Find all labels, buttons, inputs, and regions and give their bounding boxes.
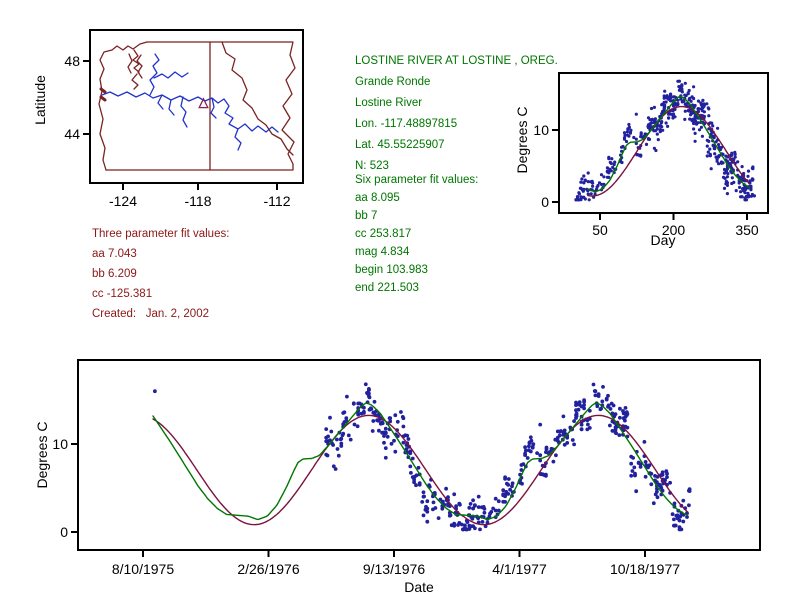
map-state-borders bbox=[98, 41, 296, 171]
river-line bbox=[223, 98, 279, 133]
date-plot-y-ticks: 0 10 bbox=[52, 436, 78, 540]
state-border-line bbox=[221, 41, 294, 156]
six-fit-cc: cc 253.817 bbox=[355, 228, 412, 240]
state-border-line bbox=[127, 53, 133, 74]
coastal-harbor-mark bbox=[99, 87, 107, 94]
river-line bbox=[149, 53, 160, 96]
date-tick-label: 8/10/1975 bbox=[112, 561, 174, 577]
three-parameter-fit-curve bbox=[587, 105, 751, 197]
date-plot: 8/10/1975 2/26/1976 9/13/1976 4/1/1977 10/18… bbox=[34, 359, 761, 595]
day-tick-label: 350 bbox=[735, 222, 759, 238]
three-fit-aa: aa 7.043 bbox=[92, 248, 137, 260]
station-basin: Grande Ronde bbox=[355, 76, 431, 88]
degc-tick-label: 10 bbox=[52, 436, 68, 452]
day-plot-fit-curves bbox=[587, 95, 751, 197]
station-longitude: Lon. -117.48897815 bbox=[355, 118, 458, 130]
created-date: Created: Jan. 2, 2002 bbox=[92, 308, 209, 320]
river-line bbox=[153, 71, 189, 79]
station-title: LOSTINE RIVER AT LOSTINE , OREG. bbox=[355, 55, 558, 67]
three-fit-bb: bb 6.209 bbox=[92, 268, 137, 280]
coastal-harbor-mark bbox=[99, 95, 107, 102]
state-border-line bbox=[132, 49, 140, 73]
map-longitude-ticks: -124 -118 -112 bbox=[109, 183, 291, 209]
state-border-line bbox=[131, 73, 139, 90]
date-plot-fit-curves bbox=[152, 402, 689, 526]
station-river: Lostine River bbox=[355, 97, 423, 109]
day-tick-label: 50 bbox=[592, 222, 608, 238]
day-plot-y-axis-title: Degrees C bbox=[514, 107, 530, 174]
longitude-tick-label: -118 bbox=[185, 193, 212, 209]
day-tick-label: 200 bbox=[662, 222, 686, 238]
day-plot-x-axis-title: Day bbox=[651, 232, 676, 248]
six-fit-begin: begin 103.983 bbox=[355, 264, 428, 276]
river-line bbox=[180, 96, 188, 128]
six-fit-header: Six parameter fit values: bbox=[355, 174, 479, 186]
date-tick-label: 10/18/1977 bbox=[610, 561, 680, 577]
six-parameter-fit-curve bbox=[587, 95, 751, 193]
date-plot-x-ticks: 8/10/1975 2/26/1976 9/13/1976 4/1/1977 10/18… bbox=[112, 550, 680, 577]
map-plot: -124 -118 -112 48 44 Latitude bbox=[32, 29, 304, 209]
state-border-line bbox=[98, 41, 148, 171]
date-tick-label: 2/26/1976 bbox=[237, 561, 299, 577]
state-border-line bbox=[105, 41, 296, 171]
date-tick-label: 9/13/1976 bbox=[363, 561, 425, 577]
degc-tick-label: 0 bbox=[60, 524, 68, 540]
station-n-count: N: 523 bbox=[355, 160, 389, 172]
map-frame bbox=[89, 29, 304, 184]
longitude-tick-label: -112 bbox=[264, 193, 291, 209]
three-fit-cc: cc -125.381 bbox=[92, 288, 153, 300]
date-plot-x-axis-title: Date bbox=[404, 579, 434, 595]
date-tick-label: 4/1/1977 bbox=[492, 561, 547, 577]
map-rivers bbox=[101, 53, 279, 151]
day-plot-scatter-points bbox=[574, 79, 757, 202]
latitude-tick-label: 48 bbox=[64, 53, 80, 69]
river-line bbox=[101, 91, 225, 104]
river-line bbox=[168, 99, 175, 116]
degc-tick-label: 0 bbox=[541, 194, 549, 210]
three-parameter-fit-curve bbox=[152, 414, 689, 526]
station-latitude: Lat. 45.55225907 bbox=[355, 139, 445, 151]
state-border-line bbox=[136, 54, 143, 79]
day-plot-y-ticks: 0 10 bbox=[533, 122, 559, 210]
six-fit-bb: bb 7 bbox=[355, 210, 378, 222]
six-fit-end: end 221.503 bbox=[355, 282, 419, 294]
day-plot: 50 200 350 0 10 Day Degrees C bbox=[514, 72, 769, 248]
degc-tick-label: 10 bbox=[533, 122, 549, 138]
day-plot-frame bbox=[558, 72, 769, 214]
station-marker-triangle-icon bbox=[198, 97, 209, 109]
date-plot-y-axis-title: Degrees C bbox=[34, 422, 50, 489]
river-line bbox=[210, 97, 217, 119]
day-plot-x-ticks: 50 200 350 bbox=[592, 213, 759, 238]
six-parameter-fit-curve bbox=[152, 402, 689, 521]
three-fit-header: Three parameter fit values: bbox=[92, 228, 230, 240]
six-fit-aa: aa 8.095 bbox=[355, 192, 400, 204]
date-plot-frame bbox=[77, 359, 761, 551]
six-fit-mag: mag 4.834 bbox=[355, 246, 410, 258]
date-plot-scatter-points bbox=[153, 382, 692, 532]
river-line bbox=[234, 128, 242, 151]
latitude-tick-label: 44 bbox=[64, 126, 80, 142]
river-line bbox=[157, 94, 164, 110]
map-y-axis-title: Latitude bbox=[32, 75, 48, 125]
longitude-tick-label: -124 bbox=[109, 193, 137, 209]
map-latitude-ticks: 48 44 bbox=[64, 53, 90, 142]
